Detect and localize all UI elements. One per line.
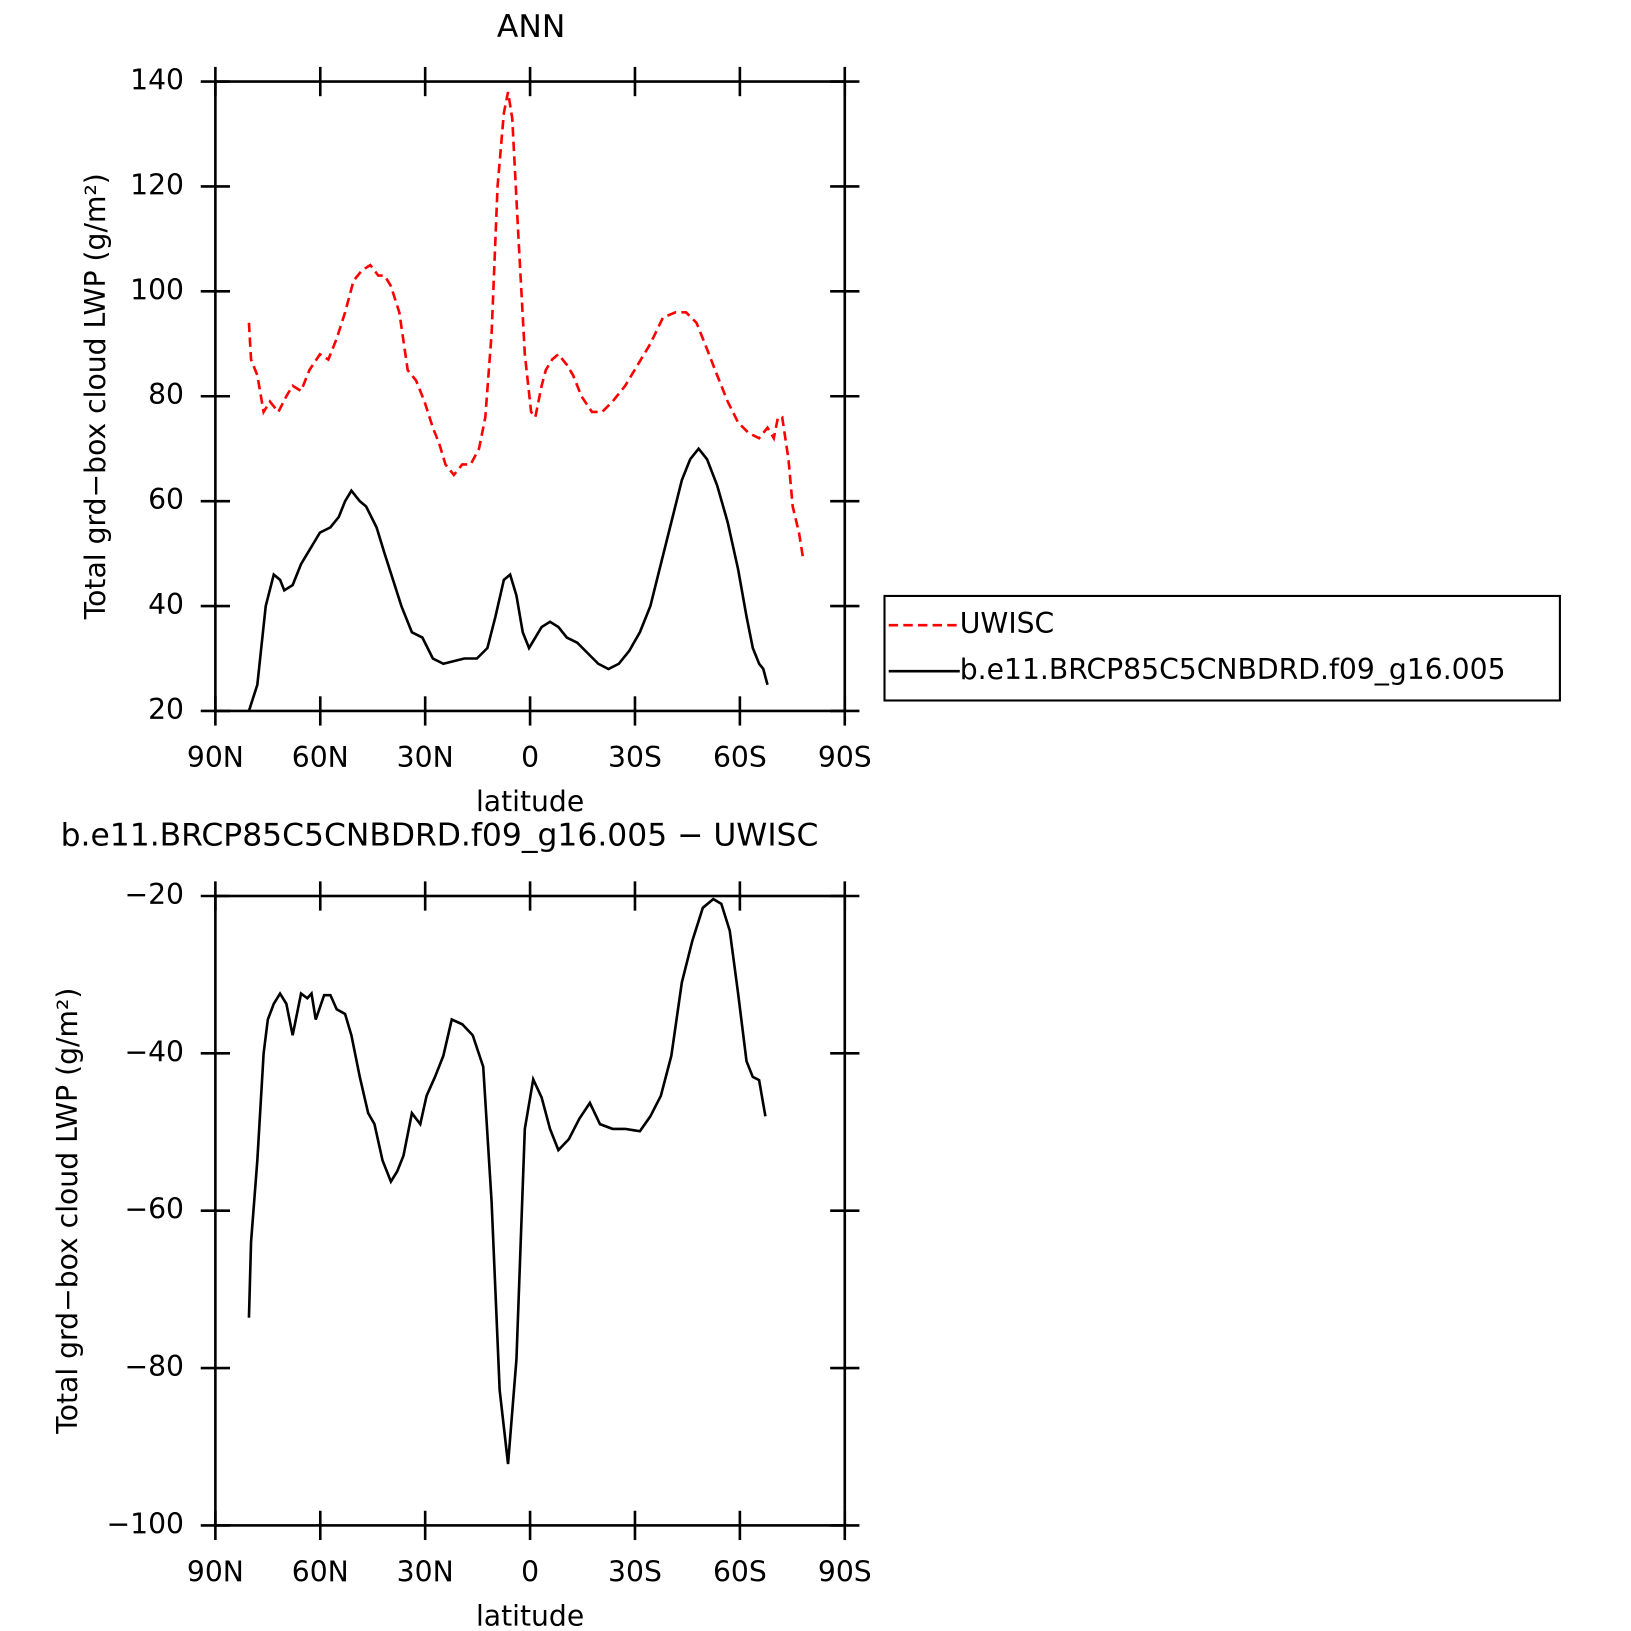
x-tick-label: 60N [292,1555,349,1588]
x-tick-label: 90S [818,741,872,774]
x-tick-label: 30S [608,1555,662,1588]
x-tick-label: 0 [521,1555,539,1588]
data-line [247,91,805,560]
x-tick-label: 90N [187,741,244,774]
y-tick-label: 140 [130,64,184,97]
legend-box [883,594,1561,702]
y-tick-label: −60 [124,1193,184,1226]
y-tick-label: −80 [124,1350,184,1383]
chart-title: ANN [497,9,565,45]
x-tick-label: 90N [187,1555,244,1588]
x-tick-label: 60S [713,1555,767,1588]
y-tick-label: 60 [148,483,184,516]
y-tick-label: −20 [124,878,184,911]
y-axis-label: Total grd−box cloud LWP (g/m²) [51,988,84,1435]
y-tick-label: 100 [130,273,184,306]
data-line [247,446,769,712]
x-tick-label: 90S [818,1555,872,1588]
x-tick-label: 60N [292,741,349,774]
y-tick-label: 20 [148,693,184,726]
legend-label: UWISC [960,607,1055,640]
x-tick-label: 30N [397,741,454,774]
y-axis-label: Total grd−box cloud LWP (g/m²) [79,173,112,620]
y-tick-label: 40 [148,588,184,621]
y-tick-label: 80 [148,378,184,411]
x-tick-label: 0 [521,741,539,774]
x-tick-label: 30N [397,1555,454,1588]
y-tick-label: −40 [124,1035,184,1068]
chart-title: b.e11.BRCP85C5CNBDRD.f09_g16.005 − UWISC [61,817,819,853]
y-tick-label: −100 [106,1507,184,1540]
plot-frame [214,894,847,1527]
x-tick-label: 30S [608,741,662,774]
x-axis-label: latitude [476,785,584,818]
x-tick-label: 60S [713,741,767,774]
y-tick-label: 120 [130,168,184,201]
x-axis-label: latitude [476,1599,584,1631]
legend-label: b.e11.BRCP85C5CNBDRD.f09_g16.005 [960,653,1506,686]
data-line [247,897,767,1465]
